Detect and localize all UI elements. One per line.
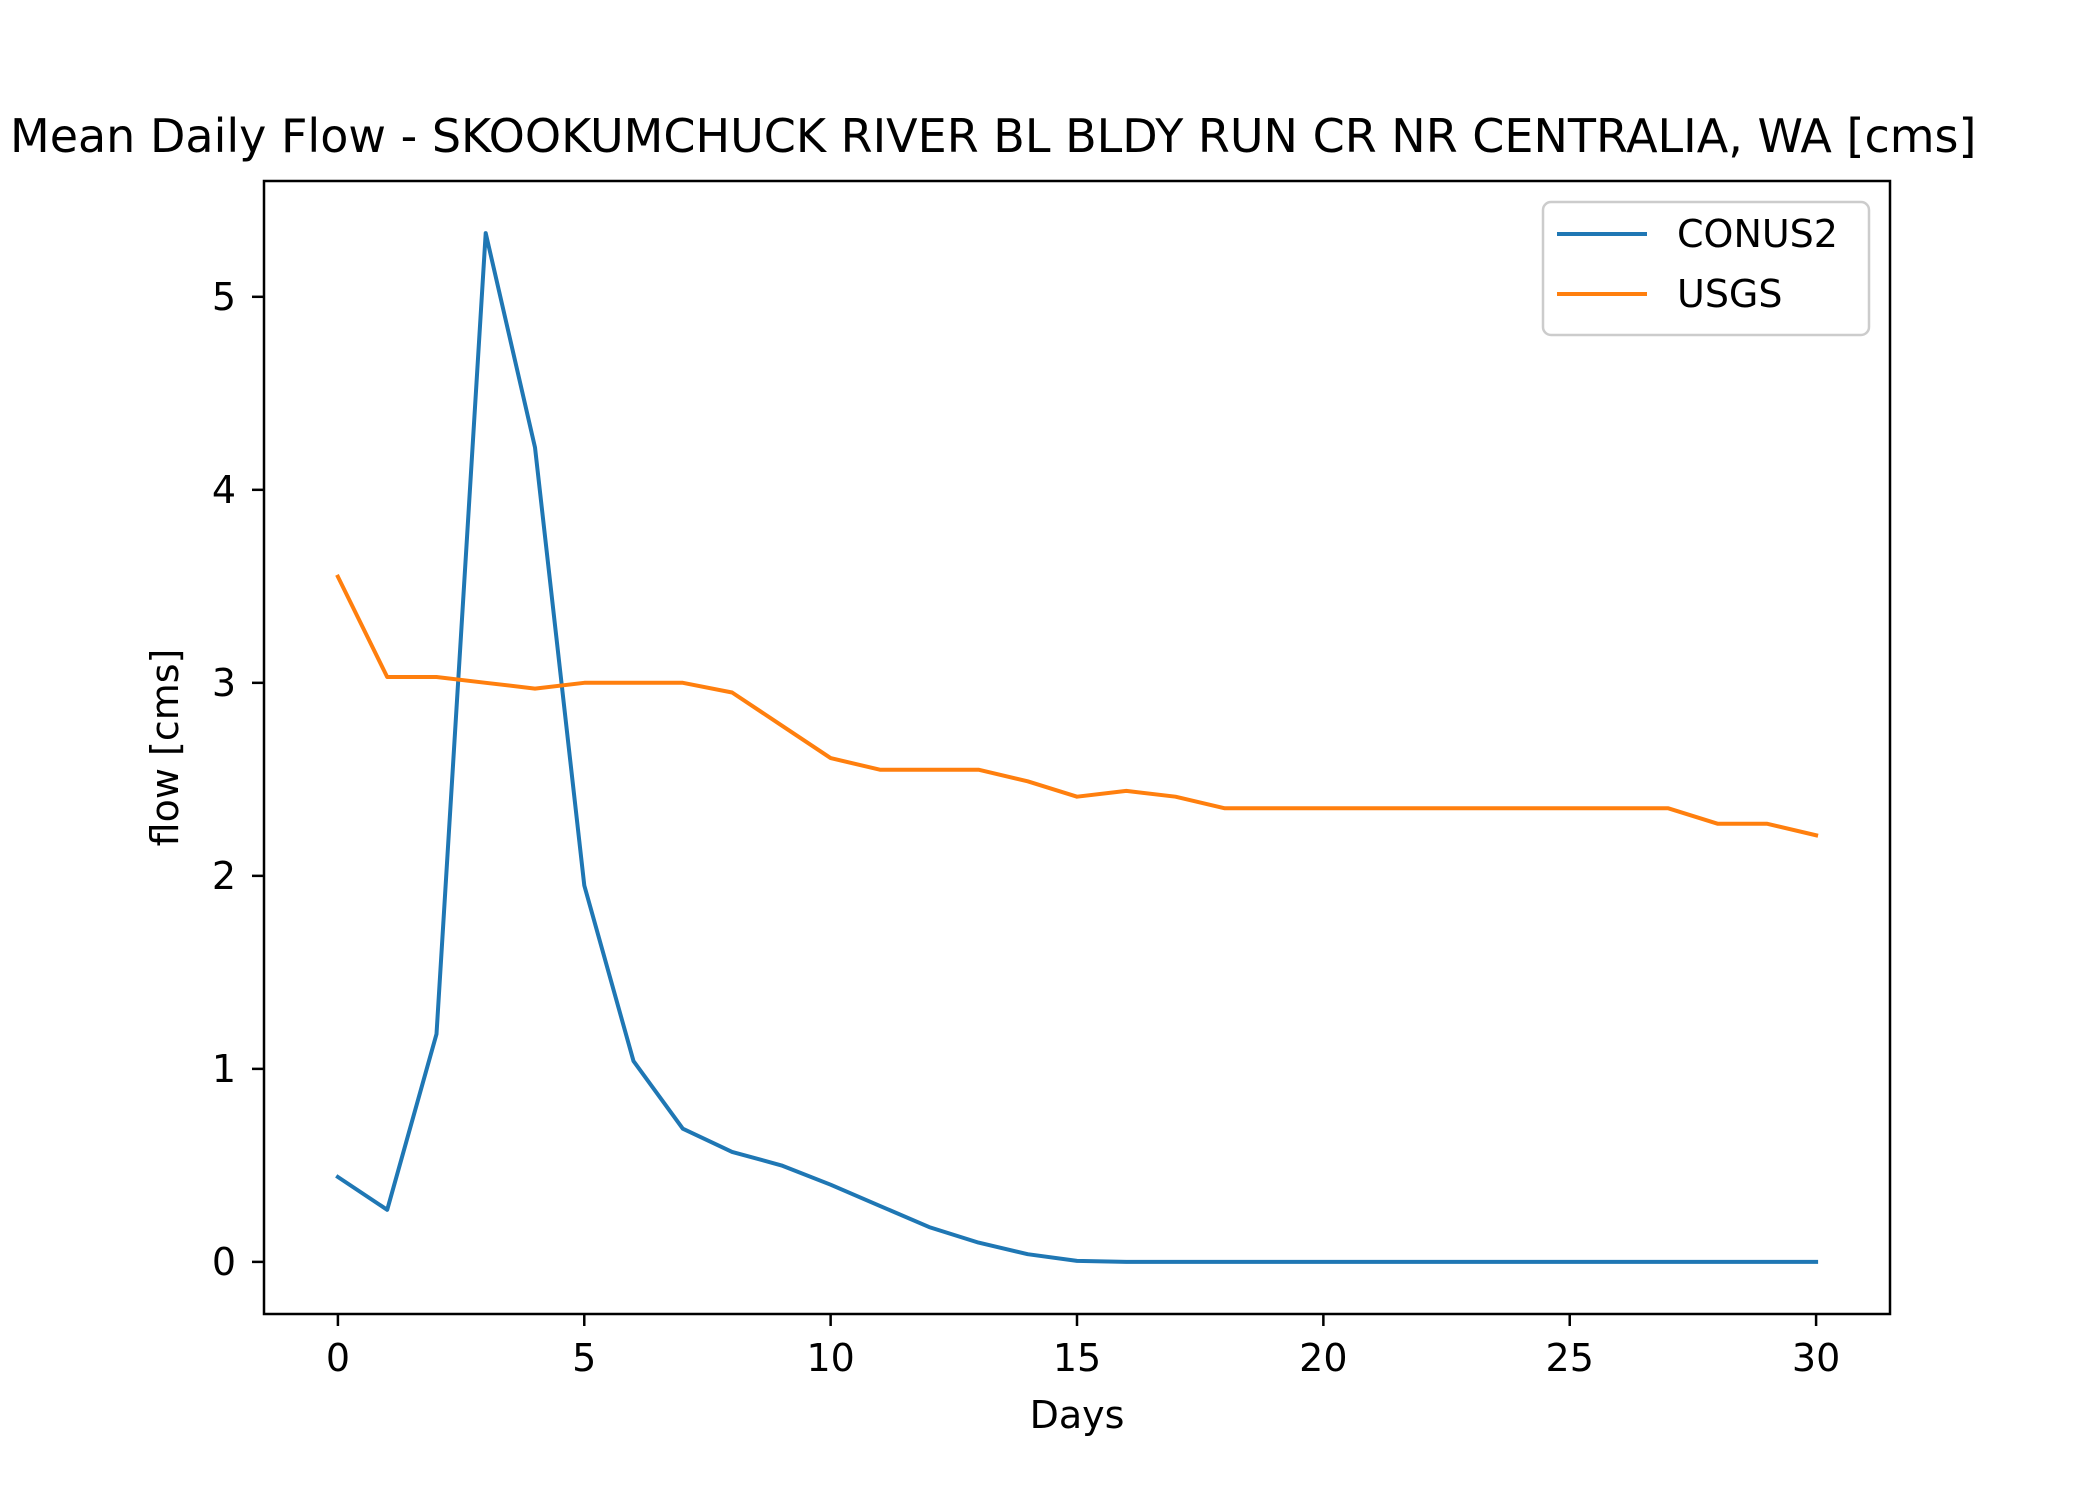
chart-title: Mean Daily Flow - SKOOKUMCHUCK RIVER BL … bbox=[10, 109, 1976, 163]
y-axis-label: flow [cms] bbox=[143, 649, 187, 847]
y-tick-label: 5 bbox=[212, 275, 236, 319]
x-tick-label: 25 bbox=[1546, 1336, 1594, 1380]
x-axis-label: Days bbox=[1030, 1393, 1125, 1437]
y-tick-label: 4 bbox=[212, 468, 236, 512]
x-tick-label: 5 bbox=[572, 1336, 596, 1380]
y-tick-label: 1 bbox=[212, 1047, 236, 1091]
series-layer bbox=[335, 231, 1819, 1264]
x-tick-label: 20 bbox=[1299, 1336, 1347, 1380]
y-tick-label: 0 bbox=[212, 1240, 236, 1284]
y-tick-label: 2 bbox=[212, 854, 236, 898]
legend-label-usgs: USGS bbox=[1677, 272, 1783, 316]
y-tick-label: 3 bbox=[212, 661, 236, 705]
legend-label-conus2: CONUS2 bbox=[1677, 212, 1838, 256]
series-line-conus2 bbox=[335, 231, 1819, 1264]
x-axis: 0 5 10 15 20 25 30 bbox=[326, 1314, 1840, 1380]
x-tick-label: 0 bbox=[326, 1336, 350, 1380]
x-tick-label: 15 bbox=[1053, 1336, 1101, 1380]
plot-area-frame bbox=[262, 179, 1892, 1316]
legend: CONUS2 USGS bbox=[1541, 200, 1871, 337]
series-line-usgs bbox=[335, 574, 1819, 838]
x-tick-label: 10 bbox=[806, 1336, 854, 1380]
y-axis: 0 1 2 3 4 5 bbox=[212, 275, 264, 1284]
x-tick-label: 30 bbox=[1792, 1336, 1840, 1380]
